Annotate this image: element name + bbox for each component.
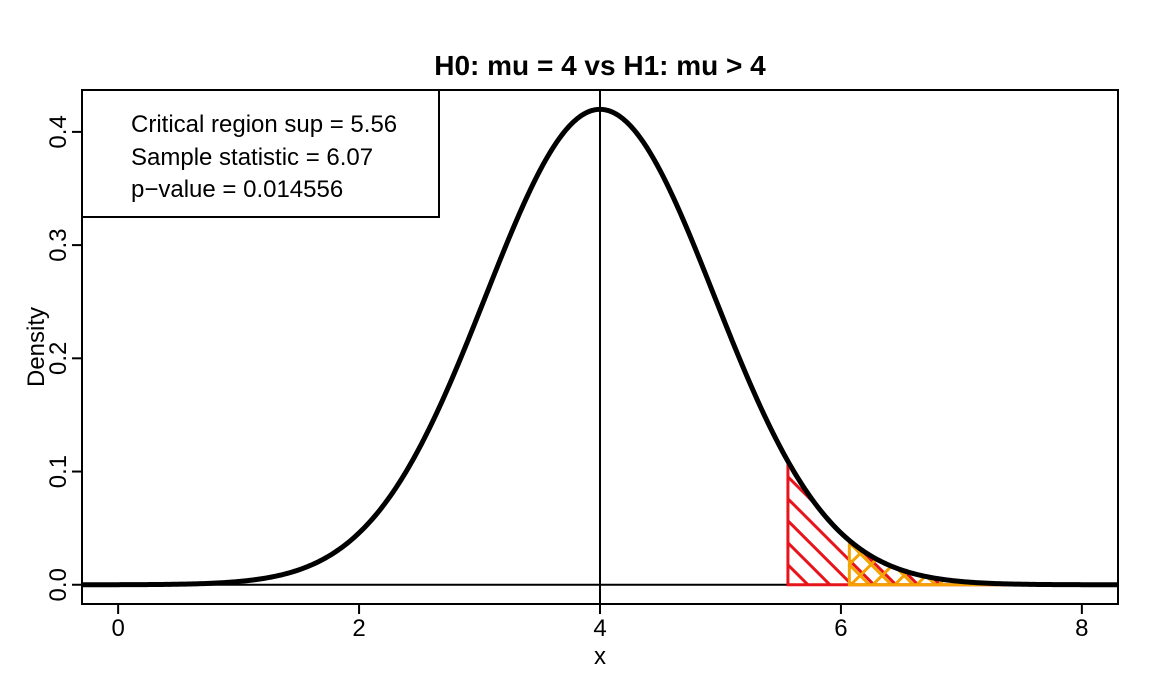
y-axis-label: Density xyxy=(23,307,50,387)
hatch-line xyxy=(1001,540,1071,585)
hatch-line xyxy=(761,520,827,586)
x-tick-label: 4 xyxy=(593,615,606,642)
legend-critical-region: Critical region sup = 5.56 xyxy=(131,111,397,138)
x-tick-label: 2 xyxy=(352,615,365,642)
hatch-line xyxy=(1089,540,1118,585)
y-tick-label: 0.0 xyxy=(45,568,72,601)
hatch-line xyxy=(1024,540,1093,585)
hatch-line xyxy=(1023,540,1093,585)
hatch-line xyxy=(787,461,921,585)
hatch-line xyxy=(935,540,1005,585)
hatch-line xyxy=(1135,520,1174,586)
hatch-line xyxy=(927,461,1075,585)
hatch-line xyxy=(1067,540,1118,585)
y-tick-label: 0.2 xyxy=(45,342,72,375)
hatch-line xyxy=(839,461,987,585)
p-value-region-hatch xyxy=(717,520,1174,586)
hatch-line xyxy=(787,461,789,585)
hatch-line xyxy=(949,461,1097,585)
hatch-line xyxy=(958,540,1027,585)
y-tick-label: 0.3 xyxy=(45,228,72,261)
hatch-line xyxy=(1148,441,1174,586)
hatch-line xyxy=(971,461,1118,585)
hatch-line xyxy=(1015,461,1118,585)
hatch-line xyxy=(787,461,855,585)
legend-p-value: p−value = 0.014556 xyxy=(131,176,343,203)
hatch-line xyxy=(1081,461,1118,585)
hatch-line xyxy=(1170,441,1174,586)
hatch-line xyxy=(1068,540,1118,585)
y-tick-label: 0.4 xyxy=(45,115,72,148)
hatch-line xyxy=(1045,540,1115,585)
hatch-line xyxy=(1112,540,1118,585)
hatch-line xyxy=(980,540,1049,585)
hatch-line xyxy=(1157,520,1174,586)
density-curve xyxy=(82,106,1118,588)
x-axis-label: x xyxy=(594,643,606,670)
hatch-line xyxy=(957,540,1027,585)
legend-box xyxy=(81,89,440,218)
hatch-line xyxy=(936,540,1005,585)
hatch-line xyxy=(1126,441,1174,586)
hatch-line xyxy=(739,520,805,586)
y-tick-label: 0.1 xyxy=(45,455,72,488)
hatch-line xyxy=(787,461,877,585)
hatch-line xyxy=(1111,540,1118,585)
y-axis: 0.0 0.1 0.2 0.3 0.4 xyxy=(45,115,82,601)
hatch-line xyxy=(849,540,895,585)
hatch-line xyxy=(1046,540,1115,585)
hatch-line xyxy=(1002,540,1071,585)
x-axis: 0 2 4 6 8 xyxy=(111,603,1089,642)
hatch-line xyxy=(905,461,1053,585)
hatch-line xyxy=(717,520,783,586)
critical-region-boundary xyxy=(786,455,1118,587)
legend-sample-statistic: Sample statistic = 6.07 xyxy=(131,144,373,171)
legend: Critical region sup = 5.56 Sample statis… xyxy=(81,89,440,218)
chart-title: H0: mu = 4 vs H1: mu > 4 xyxy=(434,50,766,81)
hatch-line xyxy=(1103,461,1118,585)
hatch-line xyxy=(1090,540,1118,585)
critical-region-hatch xyxy=(787,441,1174,586)
hatch-line xyxy=(787,461,833,585)
hatch-line xyxy=(979,540,1049,585)
hatch-line xyxy=(883,461,1031,585)
x-tick-label: 0 xyxy=(111,615,124,642)
x-tick-label: 8 xyxy=(1075,615,1088,642)
x-tick-label: 6 xyxy=(834,615,847,642)
hatch-line xyxy=(1037,461,1118,585)
